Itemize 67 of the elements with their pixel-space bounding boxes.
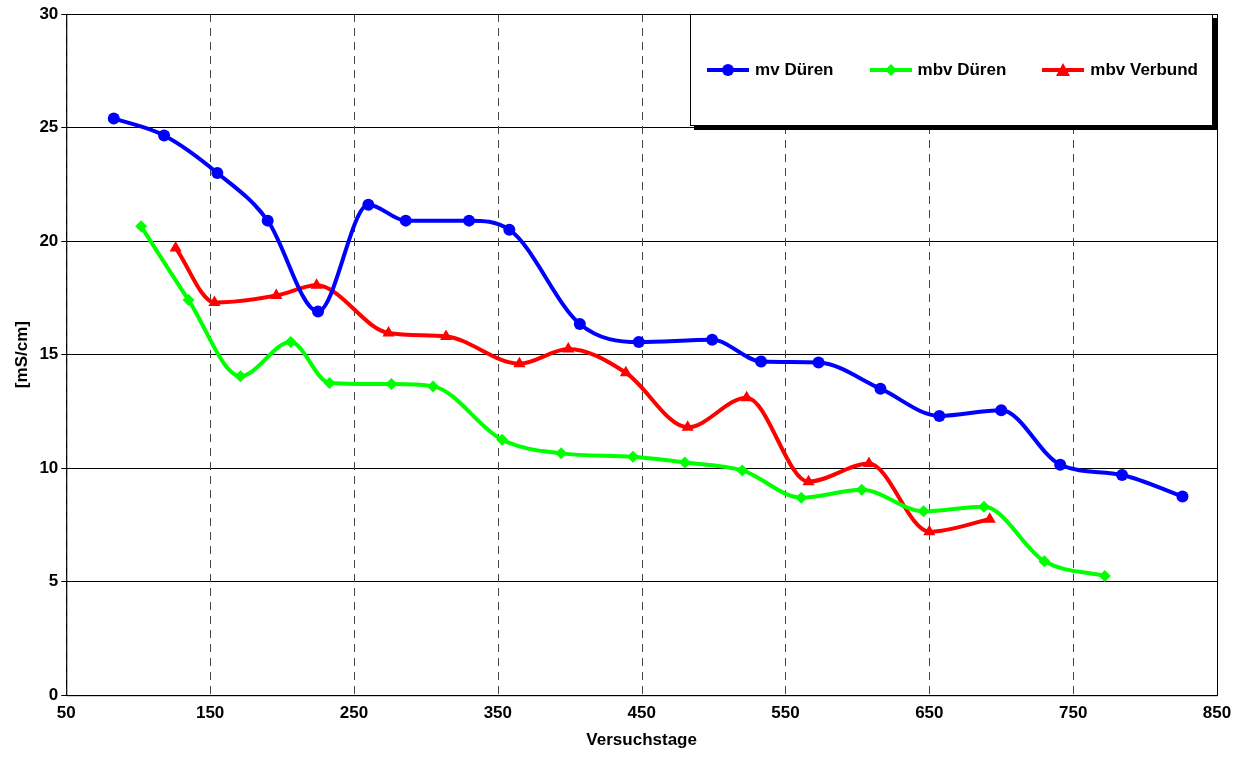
point [107,112,120,125]
y-axis-title: [mS/cm] [11,321,31,389]
x-tick-label: 750 [1058,703,1088,723]
point [812,356,825,369]
point [463,214,476,227]
point [284,336,297,349]
point [1038,555,1051,568]
point [135,220,148,233]
point [362,198,375,211]
point [1176,490,1189,503]
point [169,240,182,252]
point [862,456,875,468]
point [234,370,247,383]
point [802,474,815,486]
x-tick-label: 50 [56,703,76,723]
point [706,333,719,346]
x-tick-label: 150 [195,703,225,723]
point [208,295,221,306]
point [632,336,645,349]
y-tick-label: 5 [48,571,59,591]
legend-label: mbv Düren [917,60,1007,80]
point [983,512,996,523]
point [261,214,274,227]
x-tick-label: 650 [915,703,944,723]
y-tick-label: 0 [48,684,59,704]
legend-label: mv Düren [755,60,834,80]
y-tick-label: 10 [39,457,59,477]
y-tick-label: 20 [39,230,59,250]
point [496,433,509,446]
legend-label: mbv Verbund [1090,60,1198,80]
point [211,166,224,179]
point [182,294,195,307]
x-tick-label: 850 [1202,703,1232,723]
point [1054,458,1067,471]
point [619,365,632,377]
point [755,355,768,368]
x-tick-label: 250 [339,703,369,723]
point [427,380,440,393]
point [382,326,395,337]
point [874,382,887,395]
point [312,305,325,318]
point [270,288,283,300]
point [1116,468,1129,481]
point [513,356,526,368]
point [503,223,516,236]
point [995,404,1008,417]
x-axis-title: Versuchstage [586,730,697,750]
point [158,129,171,142]
x-tick-label: 450 [627,703,656,723]
y-tick-label: 25 [39,117,59,137]
point [573,317,586,330]
point [678,456,691,469]
point [933,409,946,422]
point [923,524,936,536]
point [439,329,453,340]
y-tick-label: 30 [39,3,59,23]
point [681,420,694,431]
point [323,376,336,389]
point [399,214,412,227]
point [740,390,753,402]
x-tick-label: 550 [771,703,800,723]
point [562,341,575,353]
point [310,278,323,289]
y-tick-label: 15 [39,344,59,364]
x-tick-label: 350 [483,703,513,723]
point [1098,569,1111,582]
point [736,464,749,477]
